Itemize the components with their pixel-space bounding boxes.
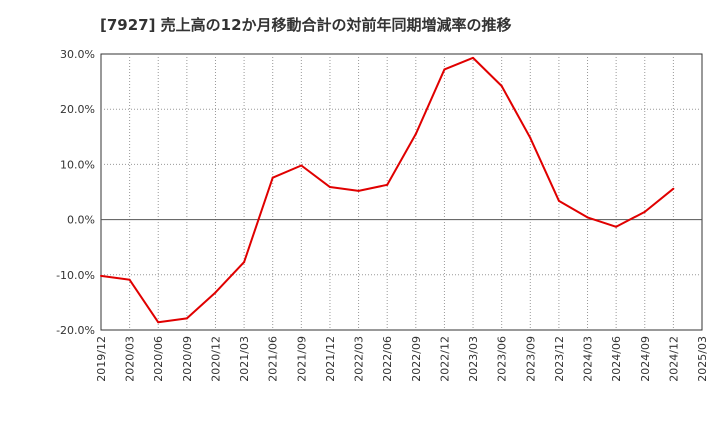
- data-point: [586, 216, 589, 219]
- data-point: [300, 164, 303, 167]
- x-tick-label: 2024/03: [582, 336, 595, 382]
- x-tick-label: 2024/06: [610, 336, 623, 382]
- y-tick-label: -10.0%: [56, 269, 95, 282]
- data-point: [414, 133, 417, 136]
- data-point: [185, 317, 188, 320]
- data-point: [100, 274, 102, 277]
- x-tick-label: 2023/09: [524, 336, 537, 382]
- x-tick-label: 2022/03: [353, 336, 366, 382]
- data-point: [529, 136, 532, 139]
- data-point: [500, 85, 503, 88]
- data-point: [443, 68, 446, 71]
- x-tick-label: 2019/12: [95, 336, 108, 382]
- x-tick-label: 2022/09: [410, 336, 423, 382]
- y-tick-label: 30.0%: [60, 48, 95, 61]
- chart-title: [7927] 売上高の12か月移動合計の対前年同期増減率の推移: [100, 16, 512, 34]
- x-tick-label: 2022/12: [438, 336, 451, 382]
- data-point: [157, 321, 160, 324]
- x-tick-label: 2024/09: [639, 336, 652, 382]
- data-point: [128, 278, 131, 281]
- data-point: [386, 183, 389, 186]
- x-tick-label: 2023/03: [467, 336, 480, 382]
- data-point: [615, 225, 618, 228]
- y-tick-label: 10.0%: [60, 158, 95, 171]
- data-point: [328, 186, 331, 189]
- plot-area: [100, 53, 703, 331]
- data-point: [214, 291, 217, 294]
- data-point: [643, 210, 646, 213]
- x-tick-label: 2021/03: [238, 336, 251, 382]
- x-tick-label: 2021/12: [324, 336, 337, 382]
- x-tick-label: 2020/03: [124, 336, 137, 382]
- data-point: [271, 176, 274, 179]
- data-point: [672, 187, 675, 190]
- y-tick-label: 0.0%: [67, 214, 95, 227]
- data-point: [243, 261, 246, 264]
- x-tick-label: 2023/12: [553, 336, 566, 382]
- x-tick-label: 2025/03: [696, 336, 709, 382]
- x-tick-label: 2024/12: [667, 336, 680, 382]
- x-tick-label: 2020/09: [181, 336, 194, 382]
- x-tick-label: 2022/06: [381, 336, 394, 382]
- data-point: [357, 189, 360, 192]
- x-tick-label: 2020/12: [209, 336, 222, 382]
- data-point: [472, 56, 475, 59]
- y-tick-label: -20.0%: [56, 324, 95, 337]
- x-tick-label: 2021/09: [295, 336, 308, 382]
- x-tick-label: 2023/06: [496, 336, 509, 382]
- x-tick-label: 2020/06: [152, 336, 165, 382]
- data-point: [557, 199, 560, 202]
- x-tick-label: 2021/06: [267, 336, 280, 382]
- y-tick-label: 20.0%: [60, 103, 95, 116]
